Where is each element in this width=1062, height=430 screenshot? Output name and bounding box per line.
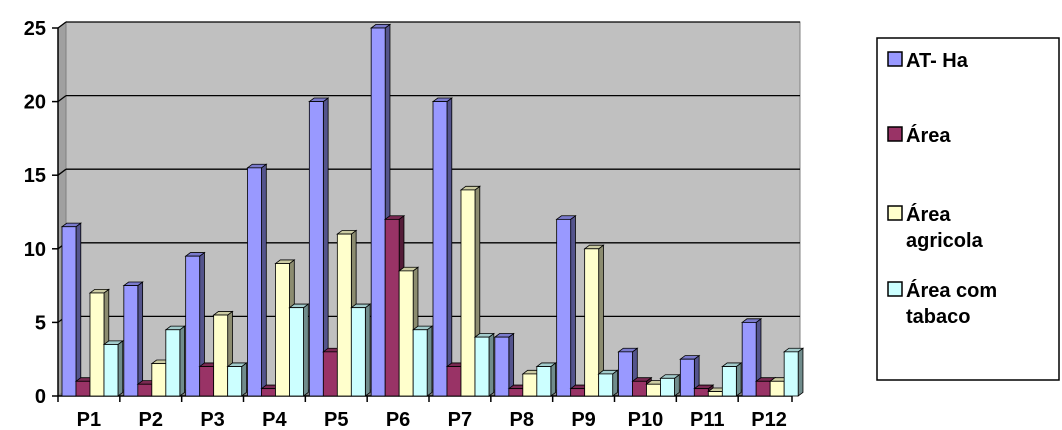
bar-side <box>179 325 186 397</box>
bar <box>289 307 304 397</box>
bar <box>570 388 586 397</box>
bar <box>308 101 324 397</box>
x-tick-label: P2 <box>139 409 163 430</box>
bar <box>721 366 737 397</box>
x-tick-label: P6 <box>386 409 410 430</box>
bar-side <box>426 325 433 397</box>
bar-side <box>570 214 576 397</box>
bar-side <box>488 332 495 397</box>
bar-side <box>137 281 144 397</box>
x-tick-label: P7 <box>448 409 472 430</box>
bar-side <box>261 163 267 397</box>
bar-side <box>550 362 557 397</box>
bar <box>693 388 709 397</box>
bar <box>165 329 181 397</box>
bar <box>384 218 400 397</box>
legend-label: AT- Ha <box>906 50 969 72</box>
legend-label: Área com <box>906 279 997 302</box>
legend-box <box>876 37 1060 381</box>
bar <box>89 292 105 397</box>
bar <box>227 366 243 397</box>
x-tick-label: P8 <box>510 409 534 430</box>
x-tick-label: P9 <box>571 409 595 430</box>
legend-swatch <box>887 205 903 221</box>
bar <box>632 380 647 397</box>
bar <box>679 358 695 397</box>
gridline-side <box>57 95 67 103</box>
legend-label: Área <box>906 124 951 147</box>
bar <box>151 363 167 397</box>
bar-side <box>75 222 82 397</box>
bar <box>322 351 338 397</box>
bar <box>446 366 462 397</box>
bar-side <box>117 340 124 397</box>
legend-label: agricola <box>906 230 984 252</box>
bar <box>336 233 352 397</box>
y-tick-label: 25 <box>24 18 46 40</box>
bar <box>432 101 448 397</box>
bar <box>474 336 490 397</box>
bar <box>275 263 290 397</box>
plot-area: 0 5 10 15 20 25 P1 P2 P3 P4 P5 P6 P7 P8 P9 P10 P11 P12 <box>24 18 805 430</box>
bar <box>769 380 785 397</box>
bar-side <box>364 303 371 397</box>
x-tick-label: P5 <box>324 409 348 430</box>
bar <box>755 380 771 397</box>
y-tick-label: 5 <box>35 312 46 334</box>
y-tick-label: 10 <box>24 239 46 261</box>
bar <box>584 248 600 397</box>
bar <box>783 351 799 397</box>
bar <box>707 391 723 397</box>
legend-label: Área <box>906 203 951 226</box>
bar <box>494 336 510 397</box>
bar <box>398 270 414 397</box>
bar <box>103 344 119 397</box>
y-tick-label: 15 <box>24 165 46 187</box>
bar <box>598 373 614 397</box>
legend-label: tabaco <box>906 306 970 328</box>
x-tick-label: P10 <box>628 409 664 430</box>
bar <box>123 285 139 397</box>
bar <box>660 377 675 397</box>
bar-side <box>735 362 742 397</box>
bar <box>61 226 77 397</box>
bar <box>460 189 476 397</box>
bar <box>508 388 524 397</box>
bar <box>247 167 262 397</box>
bar <box>618 351 633 397</box>
x-tick-label: P4 <box>262 409 287 430</box>
gridline-side <box>57 168 67 176</box>
legend: AT- Ha Área Área agricola Área com tabaco <box>876 37 1060 381</box>
bar <box>556 218 572 397</box>
bar <box>213 314 229 397</box>
legend-swatch <box>887 126 903 142</box>
bar <box>522 373 538 397</box>
legend-swatch <box>887 51 903 67</box>
bar-side <box>797 347 804 397</box>
x-tick-label: P1 <box>77 409 101 430</box>
bar <box>185 255 201 397</box>
y-tick-label: 20 <box>24 92 46 114</box>
bar <box>646 383 661 397</box>
gridline-side <box>57 21 67 29</box>
bar-side <box>241 362 247 397</box>
bar <box>536 366 552 397</box>
bar-side <box>612 369 618 397</box>
y-tick-label: 0 <box>35 386 46 408</box>
bar <box>199 366 215 397</box>
bar <box>75 380 91 397</box>
bar <box>350 307 366 397</box>
x-tick-label: P11 <box>690 409 724 430</box>
x-tick-label: P12 <box>751 409 787 430</box>
bar <box>261 388 276 397</box>
bar <box>370 27 386 397</box>
bar <box>137 383 153 397</box>
bar-side <box>303 303 309 397</box>
legend-swatch <box>887 281 903 297</box>
bar-side <box>446 97 453 397</box>
bar <box>741 321 757 397</box>
x-tick-label: P3 <box>200 409 224 430</box>
bar <box>412 329 428 397</box>
